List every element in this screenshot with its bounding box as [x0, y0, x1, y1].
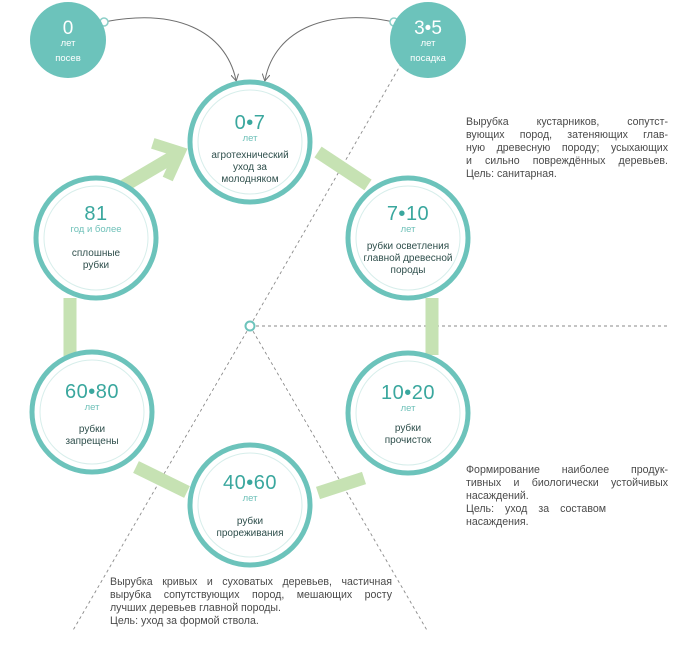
stage-4-outer-ring [187, 442, 313, 568]
stage-2-unit: лет [401, 224, 417, 235]
stage-4: 40•60 лет рубки прореживания [187, 442, 313, 568]
stage-1-label-line-1: агротехнический [211, 150, 288, 161]
stage-4-inner-ring [197, 452, 303, 558]
note-cleaning-line-1: Вырубка кривых и суховатых деревьев, час… [110, 576, 392, 588]
stage-5-number: 60•80 [65, 381, 119, 403]
stage-3-number: 10•20 [381, 382, 435, 404]
note-clarification-line-1: Вырубка кустарников, сопутст- [466, 116, 668, 128]
top-node-planting-label: посадка [410, 53, 446, 64]
stage-3-label-line-2: прочисток [385, 435, 432, 446]
top-node-planting-number: 3•5 [414, 18, 442, 39]
stage-3-label-line-1: рубки [395, 422, 421, 434]
stage-3: 10•20 лет рубки прочисток [345, 350, 471, 476]
ring-segment-3 [315, 471, 367, 500]
stage-4-number: 40•60 [223, 472, 277, 494]
ring-segment-4 [133, 461, 190, 498]
ring-segment-1 [314, 146, 372, 191]
stage-2-label-line-1: рубки осветления [367, 240, 449, 252]
note-clarification-line-4: и сильно повреждённых деревьев. [466, 155, 668, 167]
stage-6-number: 81 [84, 203, 107, 225]
note-clarification-line-2: вующих пород, затеняющих глав- [466, 129, 668, 141]
note-clarification-cutting: Вырубка кустарников, сопутст- вующих пор… [466, 116, 668, 181]
stage-6-outer-ring [33, 175, 159, 301]
stage-5-outer-ring [29, 349, 155, 475]
cycle-arrow-icon [151, 138, 188, 182]
note-thinning-line-4: Цель: уход за составом [466, 503, 606, 515]
stage-1-label-line-3: молодняком [221, 174, 278, 185]
note-clarification-line-5: Цель: санитарная. [466, 168, 557, 180]
note-thinning-line-2: тивных и биологически устойчивых [466, 477, 668, 489]
stage-2-number: 7•10 [387, 203, 429, 225]
stage-6: 81 год и более сплошные рубки [33, 175, 159, 301]
stage-3-unit: лет [401, 403, 417, 414]
top-node-sowing-circle [30, 2, 106, 78]
arrow-from-sowing [103, 17, 236, 80]
stage-4-label-line-2: прореживания [216, 528, 283, 539]
note-cleaning-line-3: лучших деревьев главной породы. [110, 602, 281, 614]
stage-6-label-line-1: сплошные [72, 248, 121, 259]
stage-5-label-line-2: запрещены [65, 436, 118, 447]
stage-2-inner-ring [355, 185, 461, 291]
stage-4-unit: лет [243, 493, 259, 504]
stage-2-label-line-2: главной древесной [364, 253, 453, 264]
stage-4-label-line-1: рубки [237, 515, 263, 527]
note-cleaning: Вырубка кривых и суховатых деревьев, час… [110, 576, 392, 628]
note-thinning-line-5: насаждения. [466, 516, 529, 528]
guide-to-bottom-right [249, 325, 429, 633]
cycle-ring [63, 146, 439, 500]
stage-1-outer-ring [187, 79, 313, 205]
top-node-planting: 3•5 лет посадка [390, 2, 466, 78]
top-node-sowing-label: посев [55, 53, 81, 64]
note-thinning-line-1: Формирование наиболее продук- [466, 464, 668, 476]
top-node-sowing-number: 0 [63, 18, 74, 39]
guide-to-bottom-left [71, 325, 251, 633]
stage-2-label-line-3: породы [391, 265, 426, 276]
stage-3-outer-ring [345, 350, 471, 476]
note-thinning: Формирование наиболее продук- тивных и б… [466, 464, 668, 529]
stage-6-inner-ring [43, 185, 149, 291]
stage-6-label-line-2: рубки [83, 259, 109, 271]
note-cleaning-line-2: вырубка сопутствующих пород, мешающих ро… [110, 589, 392, 601]
top-node-sowing: 0 лет посев [30, 2, 106, 78]
top-node-planting-circle [390, 2, 466, 78]
stage-1-inner-ring [197, 89, 303, 195]
stage-2-outer-ring [345, 175, 471, 301]
top-node-sowing-unit: лет [61, 38, 77, 49]
stage-5: 60•80 лет рубки запрещены [29, 349, 155, 475]
arrow-from-planting [265, 17, 395, 80]
stage-5-inner-ring [39, 359, 145, 465]
note-thinning-line-3: насаждений. [466, 490, 529, 502]
stage-1: 0•7 лет агротехнический уход за молодняк… [187, 79, 313, 205]
top-node-planting-unit: лет [421, 38, 437, 49]
stage-6-unit: год и более [70, 224, 121, 235]
stage-1-label-line-2: уход за [233, 162, 267, 173]
stage-3-inner-ring [355, 360, 461, 466]
ring-segment-6 [118, 148, 182, 193]
note-cleaning-line-4: Цель: уход за формой ствола. [110, 615, 259, 627]
center-dot [244, 320, 256, 332]
top-arrows [103, 17, 395, 80]
guide-to-planting [249, 51, 409, 327]
note-clarification-line-3: ную древесную породу; усыхающих [466, 142, 668, 154]
dashed-guides [71, 51, 668, 633]
stage-5-label-line-1: рубки [79, 423, 105, 435]
stage-2: 7•10 лет рубки осветления главной древес… [345, 175, 471, 301]
stage-1-number: 0•7 [235, 112, 266, 134]
stage-1-unit: лет [243, 133, 259, 144]
stage-5-unit: лет [85, 402, 101, 413]
